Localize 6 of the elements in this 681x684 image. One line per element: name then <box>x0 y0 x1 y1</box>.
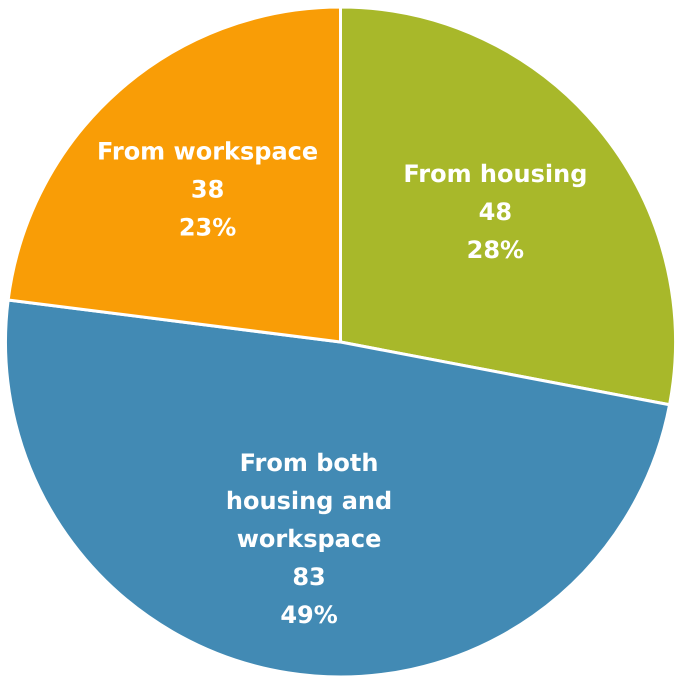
data-label: 48 28% <box>466 198 524 264</box>
data-label: 83 49% <box>280 562 338 629</box>
data-label: 38 23% <box>178 175 236 242</box>
slice-label: From workspace <box>96 137 318 166</box>
slice-label: From housing <box>403 160 588 188</box>
slice-label: From both housing and workspace <box>226 448 392 553</box>
